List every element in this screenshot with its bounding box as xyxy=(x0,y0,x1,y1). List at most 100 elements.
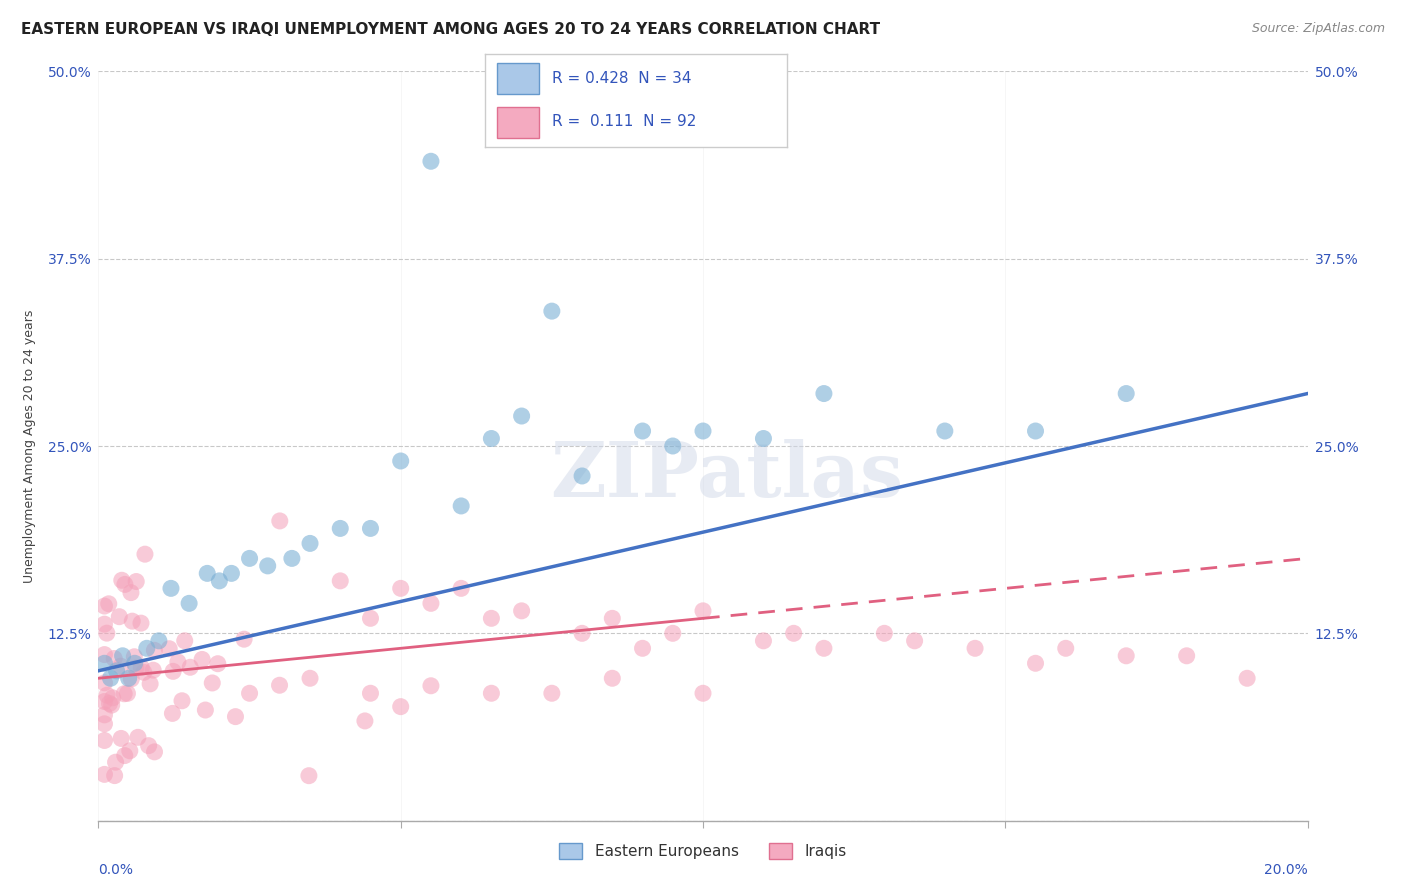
Point xyxy=(96,626,118,640)
Point xyxy=(100,698,122,712)
Point xyxy=(148,633,170,648)
Point xyxy=(752,432,775,446)
Point xyxy=(450,499,472,513)
Point xyxy=(100,671,122,685)
Point xyxy=(299,536,322,550)
Point xyxy=(540,304,562,318)
Point xyxy=(602,671,624,685)
Point xyxy=(420,679,443,693)
Point xyxy=(103,651,125,665)
Point xyxy=(134,547,156,561)
Y-axis label: Unemployment Among Ages 20 to 24 years: Unemployment Among Ages 20 to 24 years xyxy=(24,310,37,582)
Point xyxy=(135,641,157,656)
Point xyxy=(389,699,412,714)
Point xyxy=(221,566,243,581)
Point xyxy=(1054,641,1077,656)
Point xyxy=(965,641,987,656)
Point xyxy=(93,617,115,632)
Point xyxy=(120,672,142,686)
Point xyxy=(1024,424,1046,438)
Point xyxy=(143,745,166,759)
Point xyxy=(631,424,654,438)
Point xyxy=(299,671,322,685)
Bar xyxy=(498,63,540,94)
Point xyxy=(112,687,135,701)
Point xyxy=(934,424,956,438)
Point xyxy=(481,611,503,625)
Point xyxy=(96,688,118,702)
Point xyxy=(1175,648,1198,663)
Point xyxy=(329,521,352,535)
Text: R =  0.111  N = 92: R = 0.111 N = 92 xyxy=(551,114,696,129)
Point xyxy=(125,661,148,675)
Point xyxy=(191,652,214,666)
Point xyxy=(692,604,714,618)
Point xyxy=(93,707,115,722)
Legend: Eastern Europeans, Iraqis: Eastern Europeans, Iraqis xyxy=(554,838,852,865)
Point xyxy=(298,769,321,783)
Point xyxy=(179,596,201,610)
Point xyxy=(93,675,115,690)
Point xyxy=(256,558,278,573)
Point xyxy=(105,664,128,678)
Point xyxy=(121,614,143,628)
Point xyxy=(360,686,382,700)
Point xyxy=(602,611,624,625)
Point xyxy=(138,739,160,753)
Point xyxy=(510,409,533,423)
Point xyxy=(108,609,131,624)
Point xyxy=(93,767,115,781)
Point xyxy=(124,657,146,671)
Text: 0.0%: 0.0% xyxy=(98,863,134,877)
Point xyxy=(269,678,291,692)
Point xyxy=(160,582,183,596)
Point xyxy=(813,386,835,401)
Point xyxy=(120,585,142,599)
Point xyxy=(752,633,775,648)
Point xyxy=(201,676,224,690)
Point xyxy=(1115,648,1137,663)
Point xyxy=(783,626,806,640)
Point xyxy=(224,709,246,723)
Point xyxy=(571,626,593,640)
Text: R = 0.428  N = 34: R = 0.428 N = 34 xyxy=(551,71,692,87)
Point xyxy=(101,690,124,705)
Point xyxy=(179,660,201,674)
Point xyxy=(269,514,291,528)
Point xyxy=(93,657,115,671)
Bar xyxy=(498,107,540,138)
Point xyxy=(129,616,152,631)
Point xyxy=(162,665,184,679)
Point xyxy=(329,574,352,588)
Point xyxy=(114,577,136,591)
Point xyxy=(360,521,382,535)
Point xyxy=(481,686,503,700)
Point xyxy=(93,694,115,708)
Point xyxy=(208,574,231,588)
Point xyxy=(873,626,896,640)
Point xyxy=(127,731,149,745)
Point xyxy=(692,686,714,700)
Point xyxy=(1115,386,1137,401)
Point xyxy=(481,432,503,446)
Point xyxy=(540,686,562,700)
Point xyxy=(661,439,683,453)
Point xyxy=(360,611,382,625)
Point xyxy=(389,582,412,596)
Text: 20.0%: 20.0% xyxy=(1264,863,1308,877)
Text: Source: ZipAtlas.com: Source: ZipAtlas.com xyxy=(1251,22,1385,36)
Point xyxy=(118,744,141,758)
Point xyxy=(813,641,835,656)
Point xyxy=(510,604,533,618)
Point xyxy=(173,633,195,648)
Point xyxy=(239,551,262,566)
Point xyxy=(167,655,190,669)
Text: EASTERN EUROPEAN VS IRAQI UNEMPLOYMENT AMONG AGES 20 TO 24 YEARS CORRELATION CHA: EASTERN EUROPEAN VS IRAQI UNEMPLOYMENT A… xyxy=(21,22,880,37)
Point xyxy=(97,597,120,611)
Point xyxy=(571,469,593,483)
Point xyxy=(93,716,115,731)
Point xyxy=(117,686,139,700)
Point xyxy=(93,648,115,662)
Point xyxy=(195,566,218,581)
Point xyxy=(118,671,141,685)
